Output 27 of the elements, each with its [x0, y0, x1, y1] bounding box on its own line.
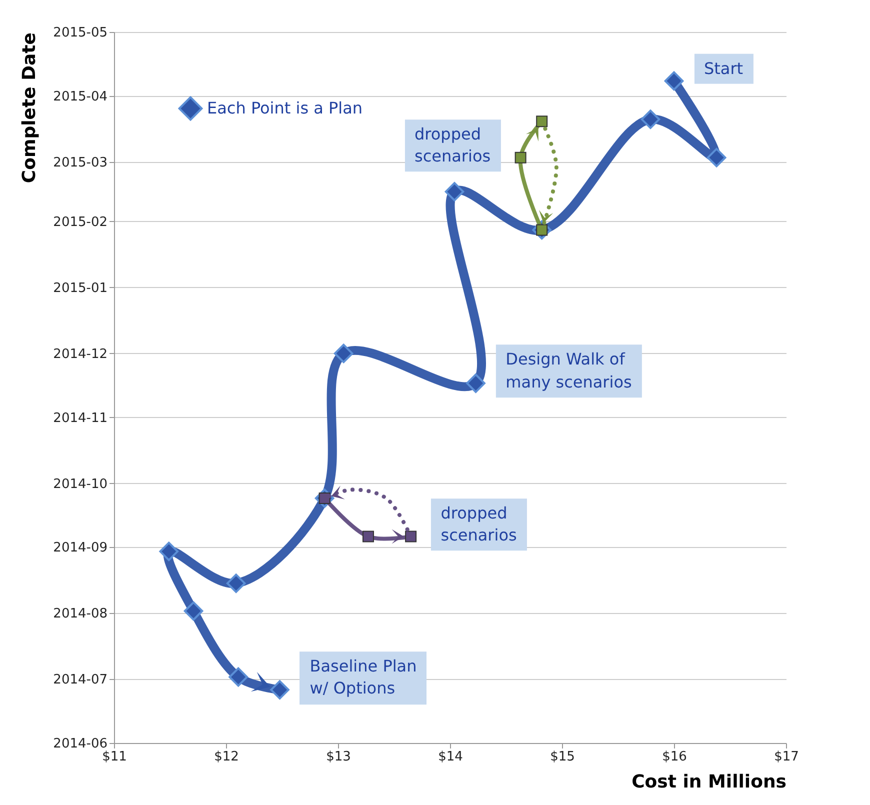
y-tick-label: 2015-01: [53, 280, 108, 296]
y-tick-label: 2014-06: [53, 736, 108, 752]
annotation: Baseline Plan w/ Options: [300, 651, 427, 704]
y-axis-title: Complete Date: [19, 32, 40, 184]
annotation: dropped scenarios: [404, 119, 501, 172]
y-tick-label: 2015-05: [53, 26, 108, 40]
legend-label: Each Point is a Plan: [207, 98, 363, 118]
y-tick-label: 2015-04: [53, 89, 108, 104]
y-tick-label: 2014-11: [53, 410, 108, 426]
y-tick-label: 2015-02: [53, 214, 108, 230]
x-tick-label: $11: [102, 750, 127, 764]
y-tick-label: 2014-12: [53, 346, 108, 362]
x-axis-title: Cost in Millions: [632, 772, 786, 792]
x-tick-label: $17: [774, 750, 799, 764]
x-tick-label: $12: [214, 750, 239, 764]
y-tick-label: 2014-10: [53, 476, 108, 492]
y-tick-label: 2014-08: [53, 606, 108, 622]
annotation: Start: [694, 54, 754, 84]
x-tick-label: $16: [662, 750, 687, 764]
x-tick-label: $13: [326, 750, 351, 764]
x-tick-label: $14: [438, 750, 463, 764]
y-tick-label: 2014-09: [53, 540, 108, 556]
y-tick-label: 2015-03: [53, 155, 108, 170]
annotation: dropped scenarios: [430, 498, 527, 551]
annotation: Design Walk of many scenarios: [496, 344, 642, 398]
y-tick-label: 2014-07: [53, 672, 108, 688]
x-tick-label: $15: [550, 750, 575, 764]
